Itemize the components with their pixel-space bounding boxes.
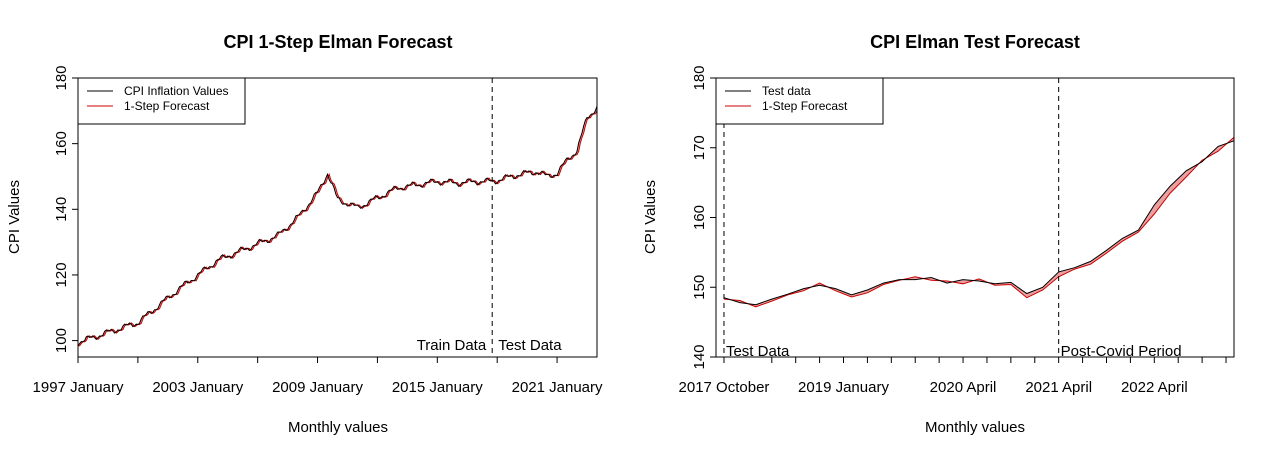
annotation-post-covid: Post-Covid Period <box>1061 343 1182 360</box>
test-data-line <box>723 140 1235 306</box>
x-axis-label: Monthly values <box>288 419 388 436</box>
annotation-test-data: Test Data <box>726 343 790 360</box>
chart-left: CPI 1-Step Elman Forecast Monthly values… <box>6 32 603 436</box>
legend-label: Test data <box>762 84 811 98</box>
annotation-test-data: Test Data <box>498 337 562 354</box>
cpi-line <box>77 106 598 347</box>
legend-box <box>715 77 884 125</box>
y-tick-label: 170 <box>691 135 708 160</box>
y-axis-label: CPI Values <box>642 180 659 254</box>
y-axis-label: CPI Values <box>6 180 23 254</box>
chart-title: CPI 1-Step Elman Forecast <box>223 32 452 52</box>
y-tick-label: 180 <box>53 65 70 90</box>
forecast-line <box>723 136 1235 308</box>
y-tick-label: 180 <box>691 65 708 90</box>
x-tick-label: 2009 January <box>272 379 363 396</box>
x-axis-label: Monthly values <box>925 419 1025 436</box>
y-tick-label: 140 <box>53 197 70 222</box>
x-tick-label: 2015 January <box>392 379 483 396</box>
x-tick-label: 2021 January <box>512 379 603 396</box>
y-tick-label: 100 <box>53 328 70 353</box>
y-tick-label: 140 <box>691 344 708 369</box>
forecast-line <box>78 110 598 347</box>
y-tick-label: 120 <box>53 262 70 287</box>
annotation-train-data: Train Data <box>417 337 487 354</box>
y-tick-label: 150 <box>691 275 708 300</box>
x-tick-label: 2019 January <box>798 379 889 396</box>
legend-label: CPI Inflation Values <box>124 84 229 98</box>
x-tick-label: 2020 April <box>930 379 997 396</box>
chart-right: CPI Elman Test Forecast Monthly values C… <box>642 32 1235 436</box>
chart-title: CPI Elman Test Forecast <box>870 32 1080 52</box>
x-tick-label: 2003 January <box>152 379 243 396</box>
legend-box <box>77 77 246 125</box>
plot-area: Test Data Post-Covid Period 140 150 160 170 18… <box>679 65 1235 396</box>
y-tick-label: 160 <box>691 205 708 230</box>
x-tick-label: 1997 January <box>33 379 124 396</box>
y-tick-label: 160 <box>53 131 70 156</box>
plot-frame <box>77 77 598 358</box>
x-tick-label: 2017 October <box>679 379 770 396</box>
plot-area: Train Data Test Data 100 120 140 160 180 1997 J… <box>33 65 603 396</box>
x-tick-label: 2021 April <box>1025 379 1092 396</box>
x-tick-label: 2022 April <box>1121 379 1188 396</box>
legend-label: 1-Step Forecast <box>762 99 848 113</box>
legend-label: 1-Step Forecast <box>124 99 210 113</box>
